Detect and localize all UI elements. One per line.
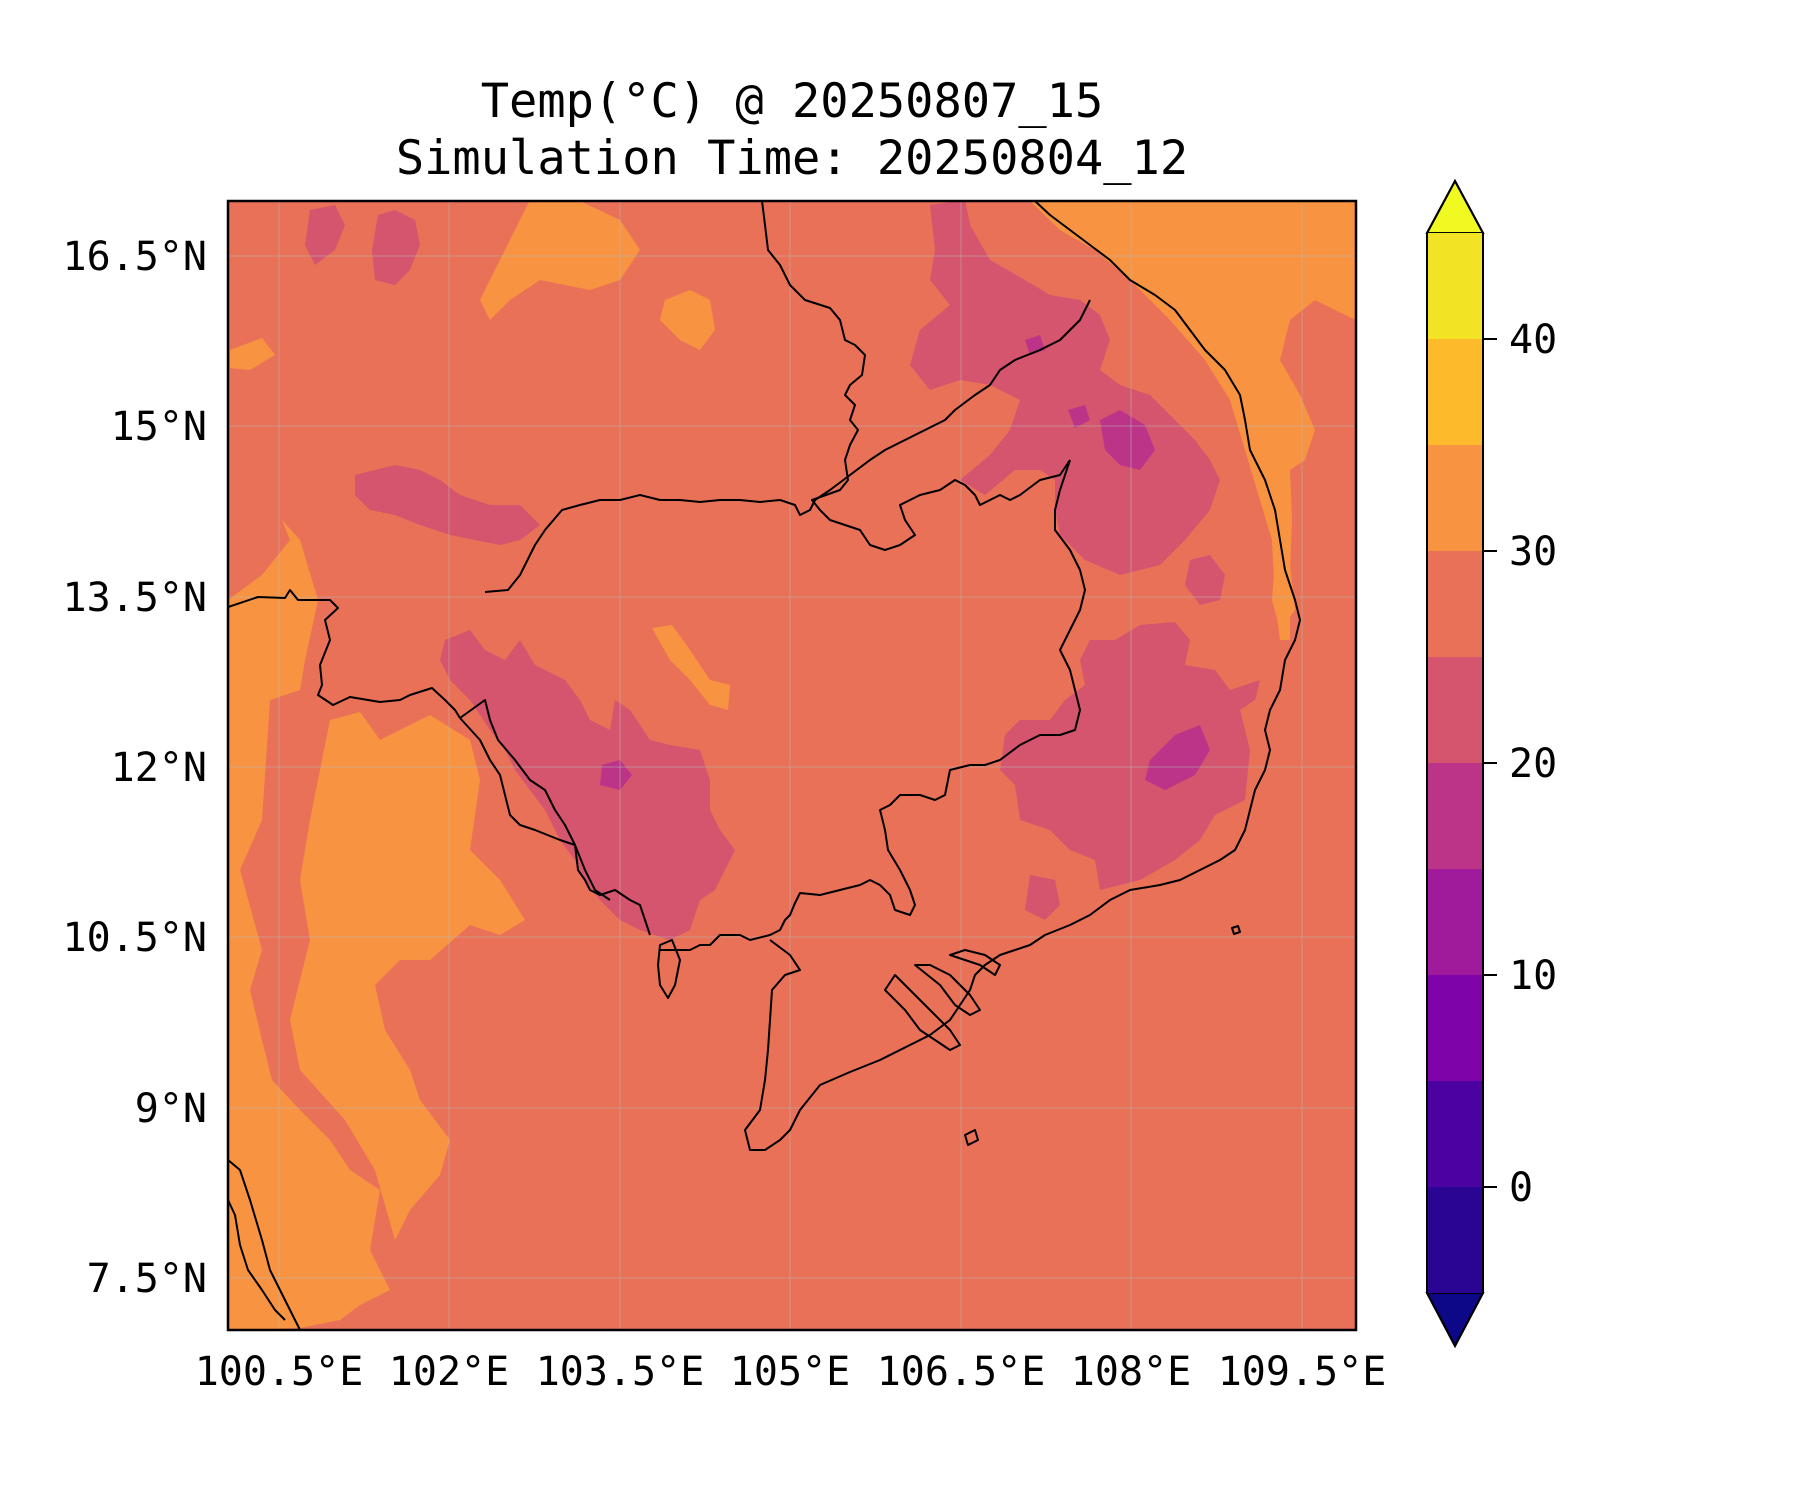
- colorbar-bands: [1427, 233, 1483, 1293]
- colorbar-band: [1427, 869, 1483, 975]
- east-cool-patch: [1185, 555, 1225, 605]
- southern-highlands-cool-region: [1000, 622, 1260, 890]
- colorbar-band: [1427, 1081, 1483, 1187]
- coastlines-and-borders: [228, 201, 1301, 1330]
- x-tick-label: 105°E: [730, 1349, 850, 1395]
- colorbar-tick-label: 0: [1509, 1165, 1533, 1211]
- y-tick-label: 10.5°N: [63, 915, 208, 961]
- highlands-cool-core: [1100, 410, 1155, 470]
- cardamom-cool-region: [440, 630, 735, 940]
- map-gridlines: [228, 201, 1356, 1330]
- x-tick-label: 109.5°E: [1218, 1349, 1387, 1395]
- gulf-warm-region: [228, 520, 390, 1330]
- thailand-cool-patch: [355, 465, 540, 545]
- x-tick-label: 106.5°E: [877, 1349, 1046, 1395]
- colorbar-under-extend: [1425, 1292, 1485, 1349]
- field-30-35-regions: [228, 201, 1356, 1330]
- south-cool-patch: [1025, 875, 1060, 920]
- delta-channel-2: [914, 964, 981, 1016]
- laos-west-border: [761, 201, 1071, 551]
- y-tick-label: 16.5°N: [63, 234, 208, 280]
- chart-title-line2: Simulation Time: 20250804_12: [396, 131, 1188, 186]
- y-axis-ticks: 16.5°N 15°N 13.5°N 12°N 10.5°N 9°N 7.5°N: [63, 234, 208, 1302]
- highlands-cool-dot2: [1068, 405, 1090, 428]
- colorbar-band: [1427, 233, 1483, 339]
- map-frame: [226, 199, 1358, 1332]
- cardamom-cool-core: [600, 760, 632, 790]
- cambodia-inner-border: [484, 299, 1091, 593]
- x-tick-label: 102°E: [389, 1349, 509, 1395]
- small-island: [1231, 925, 1241, 935]
- central-highlands-cool-region: [910, 201, 1220, 575]
- y-tick-label: 9°N: [135, 1086, 207, 1132]
- colorbar: 0 10 20 30 40: [1425, 178, 1557, 1349]
- colorbar-band: [1427, 551, 1483, 657]
- colorbar-band: [1427, 339, 1483, 445]
- ne-thailand-warm-patch2: [660, 290, 715, 350]
- cambodia-warm-patch: [652, 625, 730, 710]
- thailand-laos-border: [228, 589, 461, 719]
- cambodia-vietnam-border: [660, 459, 1086, 951]
- colorbar-outline: [1426, 178, 1484, 1349]
- y-tick-label: 15°N: [111, 404, 207, 450]
- ne-thailand-warm-patch: [480, 201, 640, 320]
- con-son-island: [964, 1129, 979, 1146]
- y-tick-label: 12°N: [111, 745, 207, 791]
- colorbar-ticks: 0 10 20 30 40: [1483, 317, 1557, 1211]
- vietnam-coastline: [1014, 201, 1301, 951]
- nw-warm-patch: [230, 338, 275, 370]
- thailand-east-coast: [228, 1159, 301, 1330]
- colorbar-tick-label: 30: [1509, 529, 1557, 575]
- ne-thailand-cool-patch: [372, 210, 420, 285]
- mekong-delta-coast: [744, 939, 1016, 1151]
- x-axis-ticks: 100.5°E 102°E 103.5°E 105°E 106.5°E 108°…: [195, 1349, 1387, 1395]
- phu-quoc-island: [657, 939, 681, 999]
- colorbar-band: [1427, 445, 1483, 551]
- coast-bay: [228, 1199, 286, 1321]
- vietnam-coast-warm-patch: [1272, 560, 1295, 630]
- x-tick-label: 100.5°E: [195, 1349, 364, 1395]
- colorbar-band: [1427, 975, 1483, 1081]
- colorbar-tick-label: 10: [1509, 953, 1557, 999]
- chart-title-line1: Temp(°C) @ 20250807_15: [481, 74, 1104, 129]
- southern-cool-core: [1145, 725, 1210, 790]
- field-15-20-regions: [600, 335, 1210, 790]
- delta-channel-3: [949, 949, 1001, 976]
- x-tick-label: 103.5°E: [536, 1349, 705, 1395]
- nw-cool-patch: [305, 205, 345, 265]
- delta-channel-1: [884, 974, 961, 1051]
- colorbar-band: [1427, 1187, 1483, 1293]
- colorbar-band: [1427, 657, 1483, 763]
- map-panel: [228, 201, 1356, 1330]
- colorbar-tick-label: 20: [1509, 741, 1557, 787]
- x-tick-label: 108°E: [1071, 1349, 1191, 1395]
- colorbar-tick-label: 40: [1509, 317, 1557, 363]
- y-tick-label: 7.5°N: [87, 1256, 207, 1302]
- vietnam-coast-warm-region: [1030, 201, 1356, 640]
- y-tick-label: 13.5°N: [63, 575, 208, 621]
- colorbar-over-extend: [1425, 178, 1485, 234]
- cambodia-coast: [459, 717, 611, 901]
- field-20-25-regions: [305, 201, 1260, 940]
- colorbar-band: [1427, 763, 1483, 869]
- gulf-warm-region-central: [290, 712, 525, 1240]
